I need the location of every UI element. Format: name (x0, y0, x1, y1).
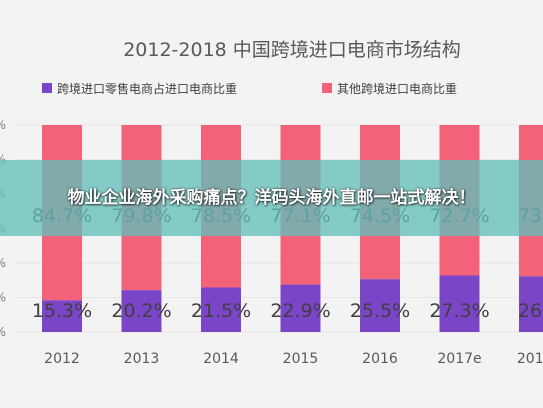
data-label-import-share: 22.9% (270, 300, 330, 322)
bar-import-share (439, 275, 480, 332)
bar-import-share (280, 284, 321, 332)
data-label-import-share: 25.5% (350, 300, 410, 322)
legend: 跨境进口零售电商占进口电商比重 其他跨境进口电商比重 (42, 81, 457, 96)
x-tick-label: 2018e (517, 351, 543, 367)
bar-import-share (519, 276, 543, 332)
x-tick-label: 2015 (283, 351, 319, 367)
bar-import-share (42, 300, 82, 332)
headline-banner: 物业企业海外采购痛点？洋码头海外直邮一站式解决！ (0, 160, 543, 236)
x-tick-label: 2013 (124, 351, 160, 367)
data-label-import-share: 21.5% (191, 300, 251, 322)
x-axis: 2012 2013 2014 2015 2016 2017e 2018e (44, 351, 543, 367)
chart-title: 2012-2018 中国跨境进口电商市场结构 (123, 39, 461, 61)
y-tick-label: % (0, 291, 6, 305)
data-label-import-share: 15.3% (32, 300, 92, 322)
headline-text[interactable]: 物业企业海外采购痛点？洋码头海外直邮一站式解决！ (67, 187, 476, 208)
x-tick-label: 2017e (437, 351, 481, 367)
y-tick-label: % (0, 256, 6, 270)
legend-label-other: 其他跨境进口电商比重 (337, 81, 457, 96)
bar-import-share (201, 287, 241, 332)
bar-import-share (121, 290, 162, 332)
y-tick-label: % (0, 153, 6, 167)
x-tick-label: 2014 (203, 351, 239, 367)
data-label-import-share: 26.9 (518, 300, 543, 322)
legend-swatch-other (322, 83, 332, 93)
x-tick-label: 2016 (362, 351, 398, 367)
legend-label-import: 跨境进口零售电商占进口电商比重 (57, 81, 237, 96)
data-label-import-share: 20.2% (111, 300, 171, 322)
x-tick-label: 2012 (44, 351, 80, 367)
data-label-import-share: 27.3% (429, 300, 489, 322)
bar-import-share (360, 279, 400, 332)
y-tick-label: % (0, 325, 6, 339)
y-tick-label: % (0, 118, 6, 132)
legend-swatch-import (42, 83, 52, 93)
